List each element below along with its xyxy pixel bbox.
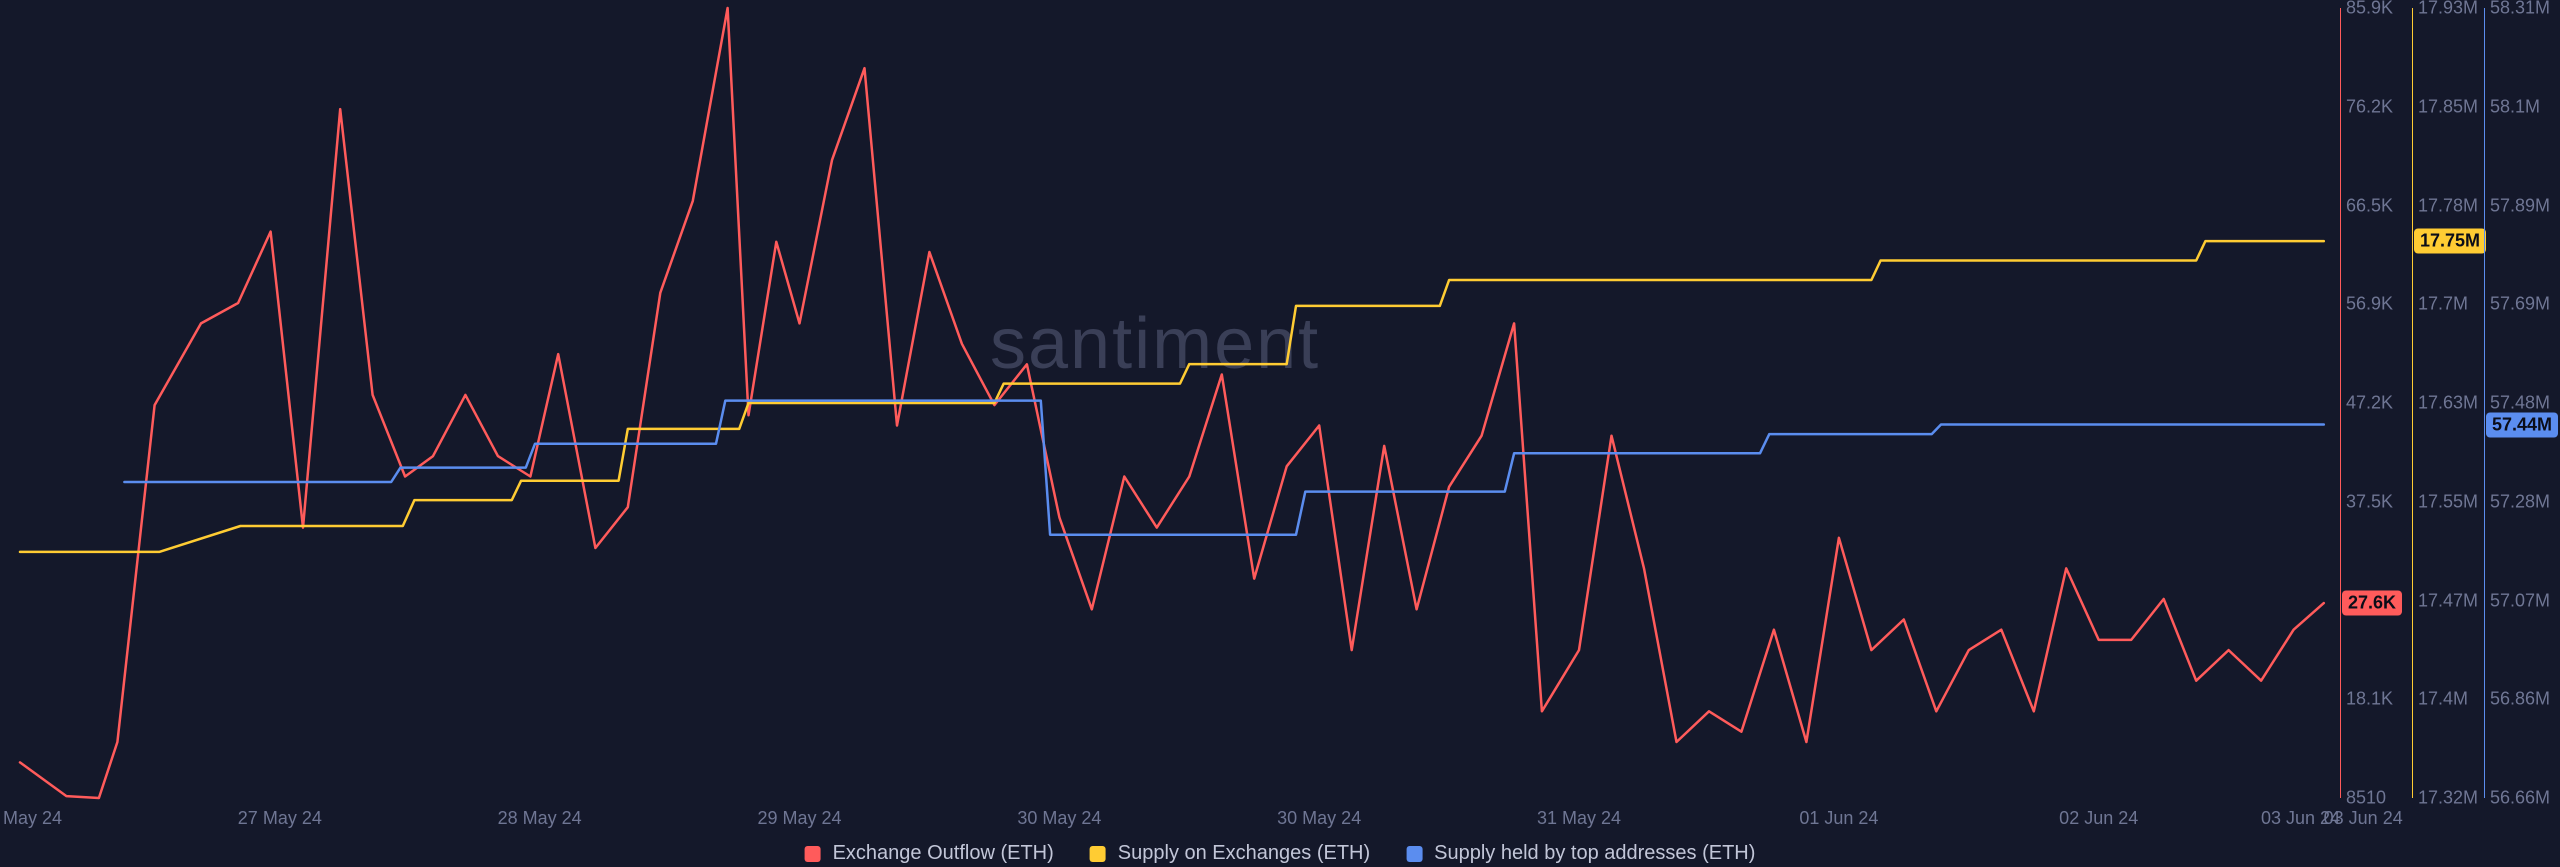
y-axis-current-badge-red: 27.6K [2342,591,2402,616]
y-tick-label: 57.48M [2490,393,2550,414]
legend-item[interactable]: Supply on Exchanges (ETH) [1090,842,1370,865]
x-tick-label: 02 Jun 24 [2059,808,2138,829]
y-tick-label: 57.07M [2490,590,2550,611]
y-tick-label: 17.47M [2418,590,2478,611]
legend-swatch [1090,846,1106,862]
legend-swatch [805,846,821,862]
legend-label: Supply on Exchanges (ETH) [1118,842,1370,865]
x-tick-label: 31 May 24 [1537,808,1621,829]
y-tick-label: 47.2K [2346,393,2406,414]
y-axis-current-badge-yellow: 17.75M [2414,229,2486,254]
y-tick-label: 37.5K [2346,491,2406,512]
y-tick-label: 17.7M [2418,294,2478,315]
y-tick-label: 56.9K [2346,294,2406,315]
x-tick-label: 29 May 24 [757,808,841,829]
legend-swatch [1406,846,1422,862]
legend-item[interactable]: Supply held by top addresses (ETH) [1406,842,1755,865]
y-axis-divider [2340,8,2341,798]
y-tick-label: 18.1K [2346,689,2406,710]
y-axis-divider [2484,8,2485,798]
x-tick-label: 03 Jun 24 [2324,808,2403,829]
y-axis-blue: 58.31M58.1M57.89M57.69M57.48M57.28M57.07… [2484,8,2560,798]
y-tick-label: 57.69M [2490,294,2550,315]
x-tick-label: 30 May 24 [1017,808,1101,829]
y-tick-label: 56.86M [2490,689,2550,710]
series-line-supply_top [124,401,2323,535]
x-tick-label: 28 May 24 [498,808,582,829]
y-axis-red: 85.9K76.2K66.5K56.9K47.2K37.5K27.6K18.1K… [2340,8,2410,798]
y-axis-yellow: 17.93M17.85M17.78M17.7M17.63M17.55M17.47… [2412,8,2482,798]
y-tick-label: 17.63M [2418,393,2478,414]
y-tick-label: 58.1M [2490,96,2550,117]
y-tick-label: 17.32M [2418,788,2478,809]
y-tick-label: 17.55M [2418,491,2478,512]
line-series-svg [20,8,2340,798]
series-line-outflow [20,8,2324,798]
y-tick-label: 17.85M [2418,96,2478,117]
legend-item[interactable]: Exchange Outflow (ETH) [805,842,1054,865]
x-tick-label: 30 May 24 [1277,808,1361,829]
plot-area: santiment [20,8,2340,798]
y-tick-label: 57.89M [2490,195,2550,216]
y-tick-label: 17.93M [2418,0,2478,19]
y-tick-label: 17.78M [2418,195,2478,216]
y-tick-label: 58.31M [2490,0,2550,19]
legend: Exchange Outflow (ETH) Supply on Exchange… [805,842,1756,865]
y-tick-label: 17.4M [2418,689,2478,710]
y-tick-label: 56.66M [2490,788,2550,809]
legend-label: Supply held by top addresses (ETH) [1434,842,1755,865]
y-tick-label: 76.2K [2346,96,2406,117]
y-axis-divider [2412,8,2413,798]
legend-label: Exchange Outflow (ETH) [833,842,1054,865]
x-tick-label: 27 May 24 [238,808,322,829]
y-tick-label: 57.28M [2490,491,2550,512]
x-tick-label: 01 Jun 24 [1799,808,1878,829]
y-tick-label: 85.9K [2346,0,2406,19]
y-axis-current-badge-blue: 57.44M [2486,412,2558,437]
y-tick-label: 66.5K [2346,195,2406,216]
y-tick-label: 8510 [2346,788,2406,809]
crypto-metrics-chart: santiment 85.9K 76.2K 66.5K 56.9K 47.2K 37.5K… [0,0,2560,867]
x-tick-label: 26 May 24 [0,808,62,829]
